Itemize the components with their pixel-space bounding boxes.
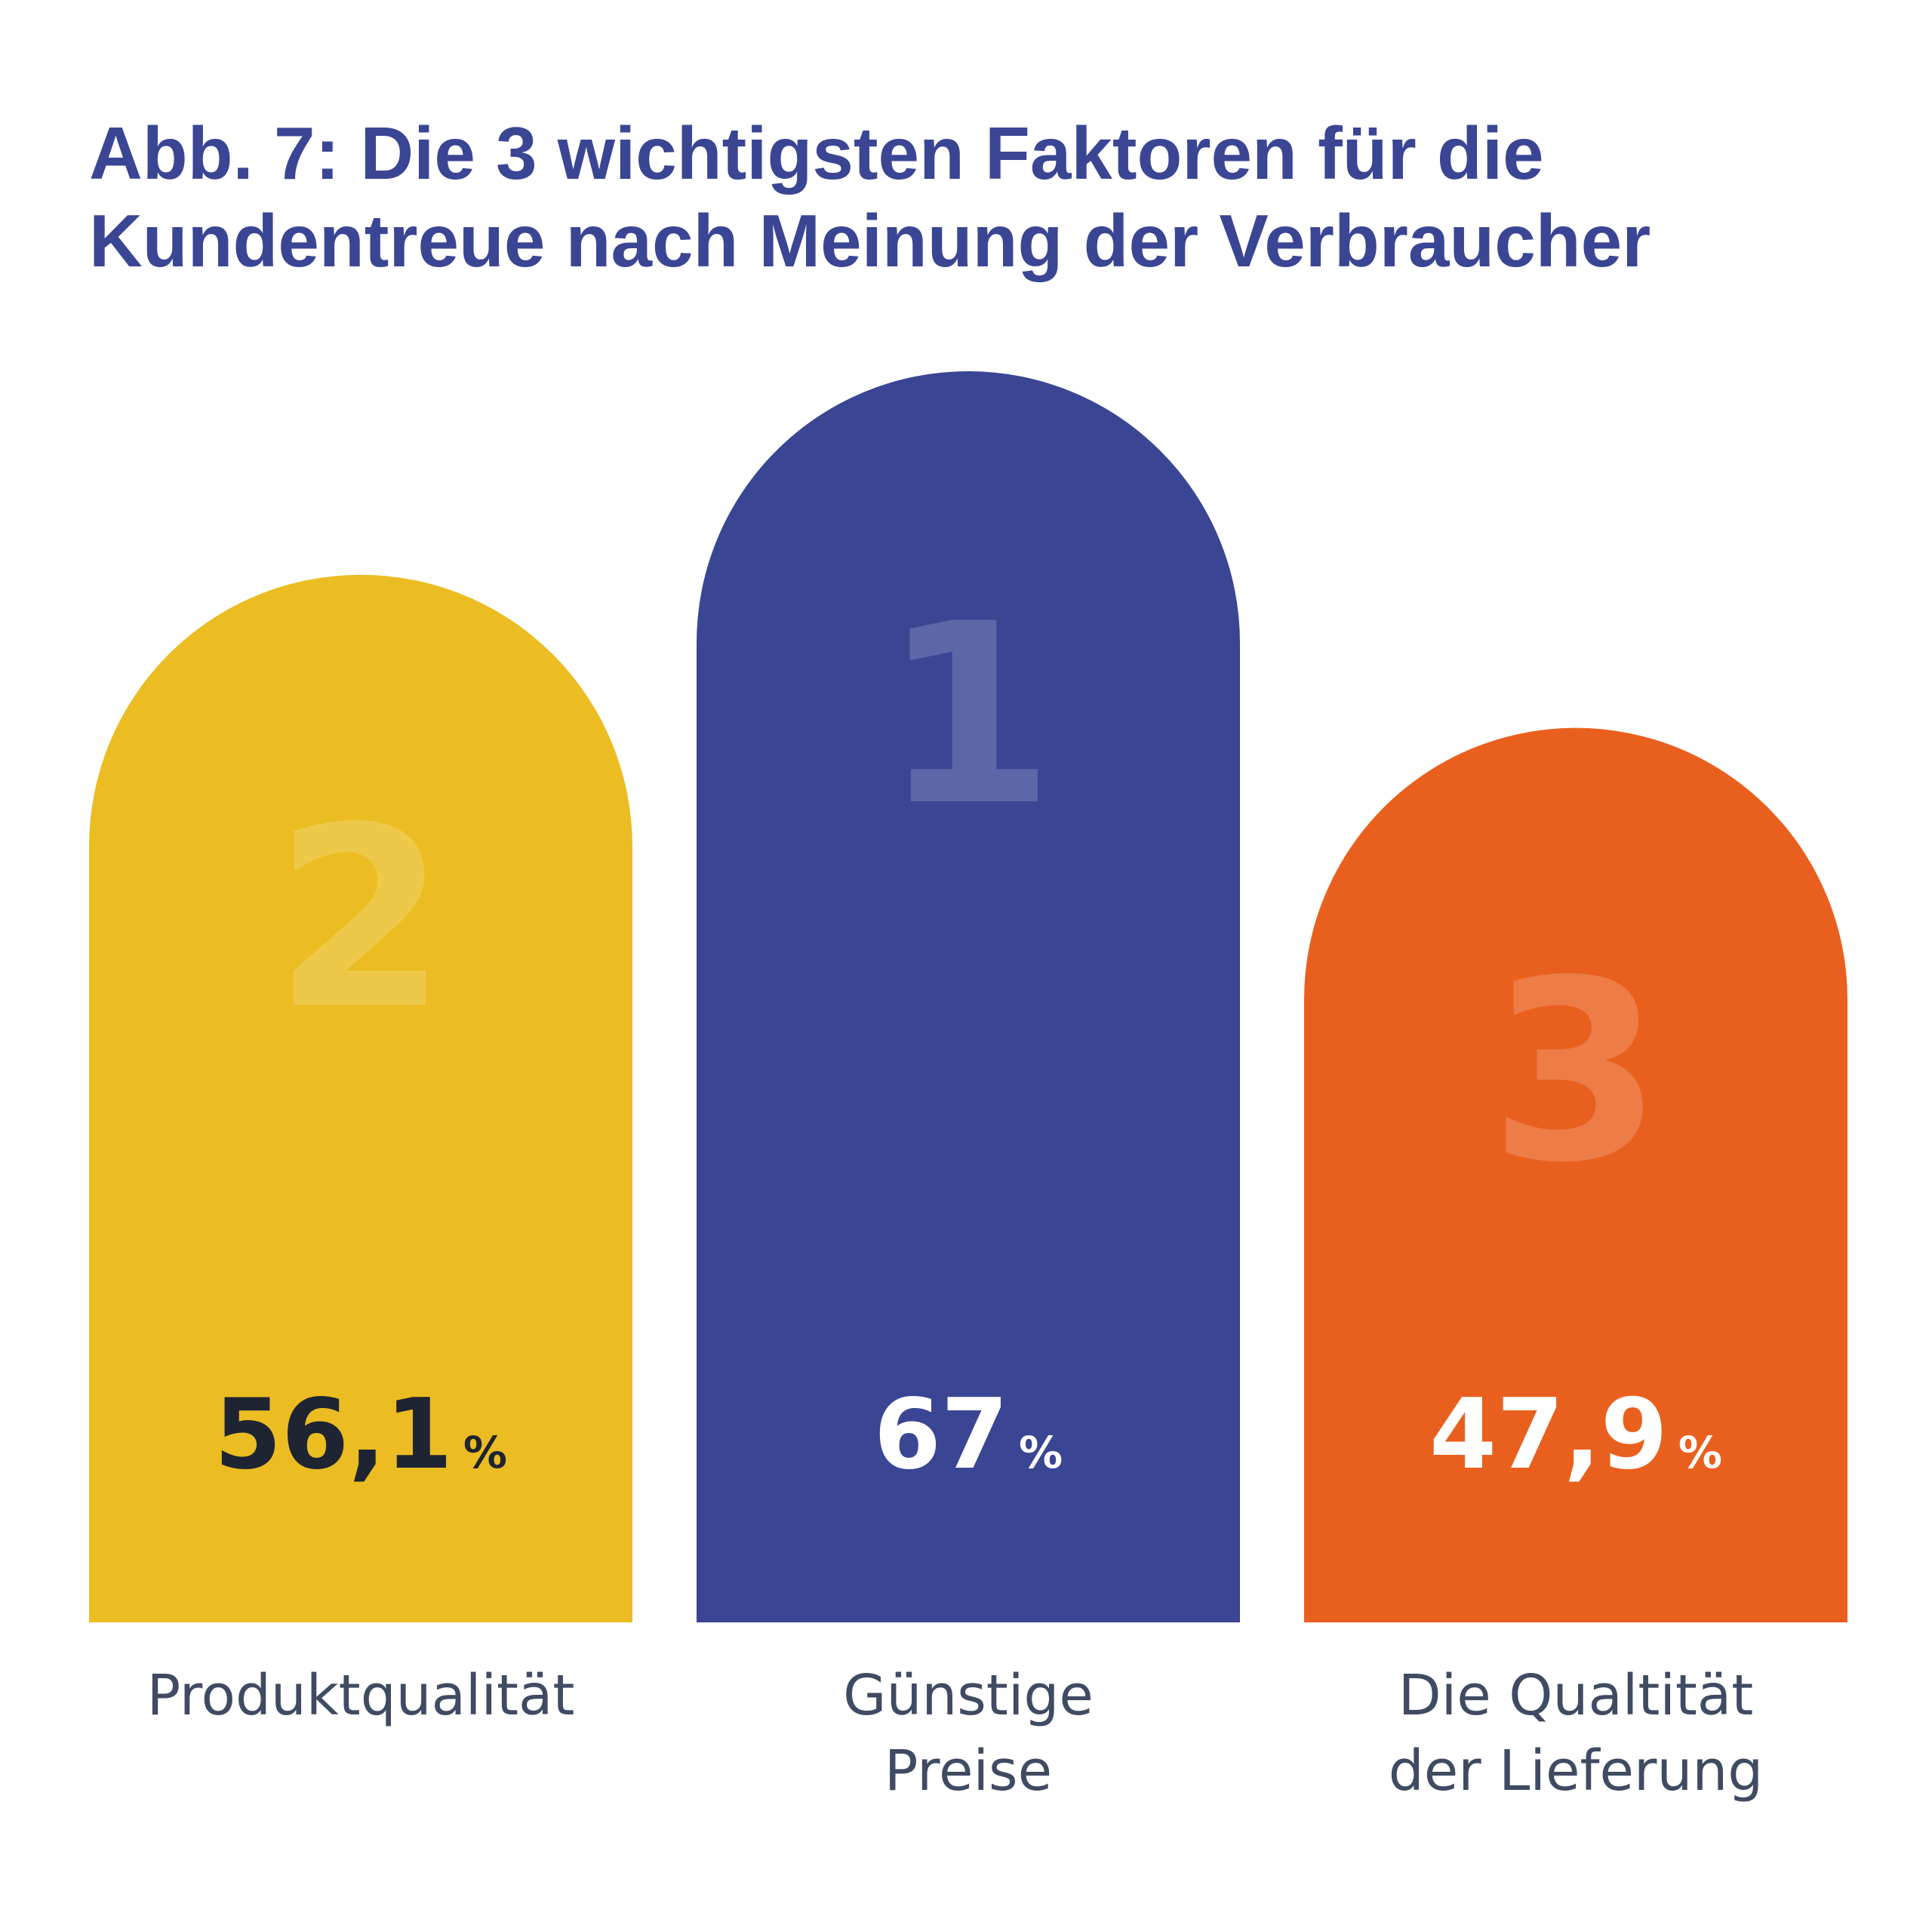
category-label-1-line-1: Produktqualität <box>147 1663 575 1728</box>
rank-number-1: 2 <box>274 774 448 1064</box>
bar-1 <box>89 574 632 1622</box>
bar-2 <box>697 371 1240 1622</box>
bar-3 <box>1304 727 1847 1622</box>
category-label-2-line-2: Preise <box>884 1739 1052 1803</box>
chart-title-line-1: Abb. 7: Die 3 wichtigsten Faktoren für d… <box>89 112 1544 195</box>
category-label-3-line-2: der Lieferung <box>1389 1739 1764 1803</box>
category-label-3-line-1: Die Qualtität <box>1398 1663 1754 1728</box>
category-label-2-line-1: Günstige <box>843 1663 1094 1728</box>
value-label-1: 56,1% <box>214 1379 507 1491</box>
chart-title: Abb. 7: Die 3 wichtigsten Faktoren für d… <box>89 109 1870 284</box>
rank-number-3: 3 <box>1489 927 1663 1217</box>
rank-number-2: 1 <box>881 570 1055 860</box>
chart-title-line-2: Kundentreue nach Meinung der Verbraucher <box>89 199 1651 282</box>
value-label-2: 67% <box>874 1379 1063 1491</box>
value-label-3: 47,9% <box>1429 1379 1722 1491</box>
